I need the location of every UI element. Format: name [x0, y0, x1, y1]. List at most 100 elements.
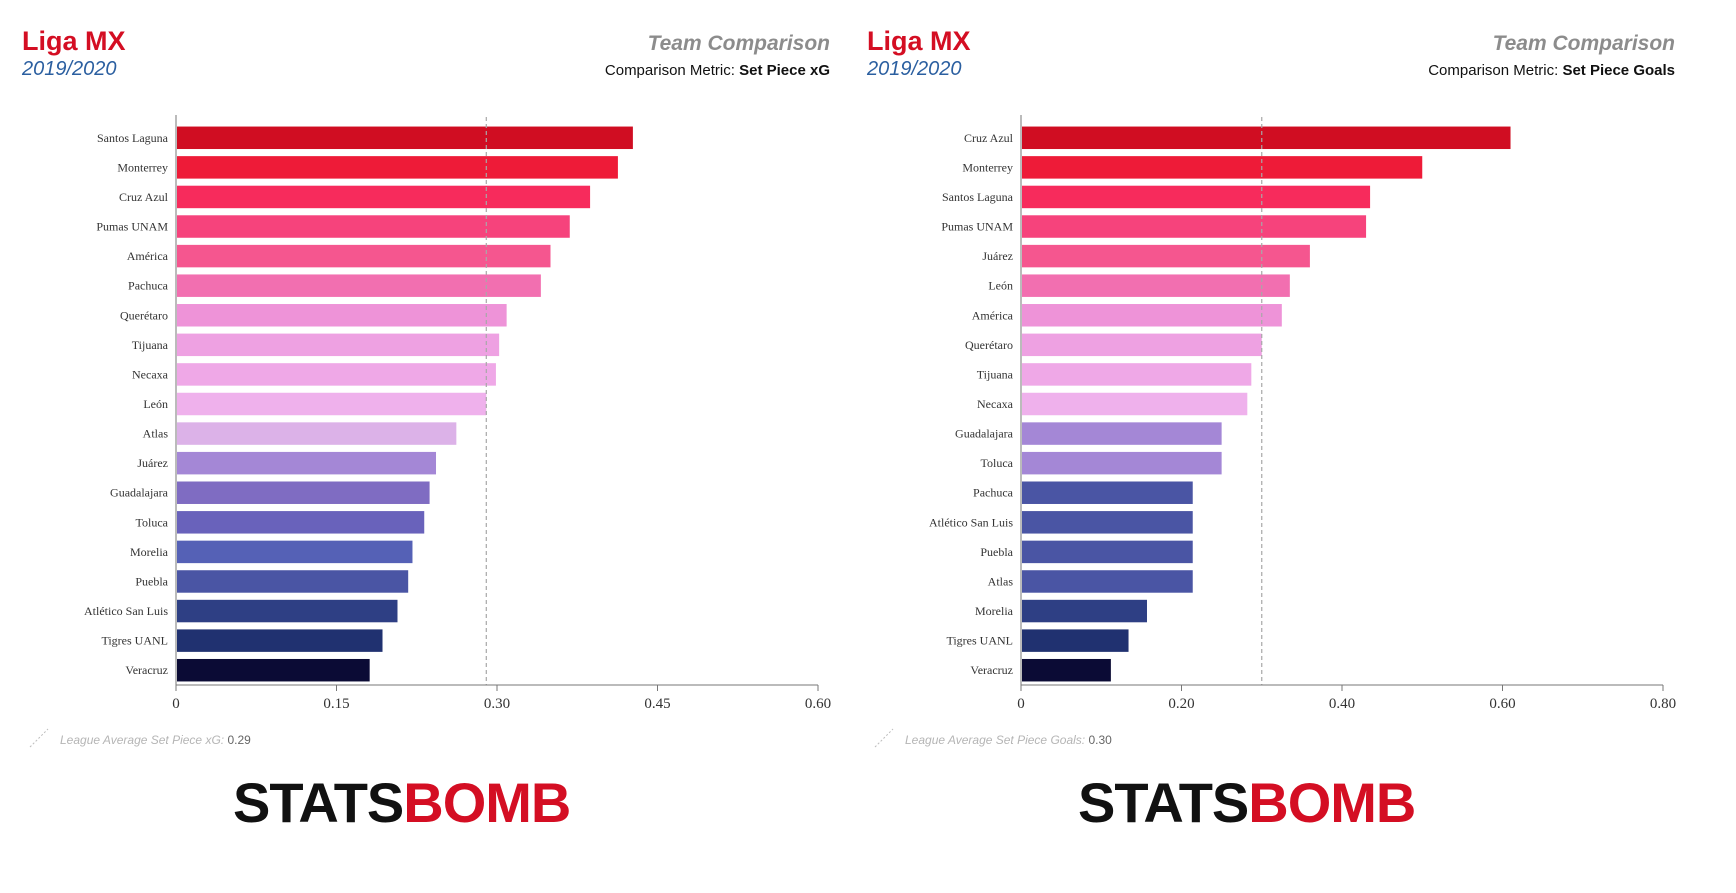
bar: [1022, 481, 1193, 504]
category-label: Puebla: [135, 574, 168, 588]
category-label: Veracruz: [125, 663, 168, 677]
bar: [177, 540, 413, 564]
bar: [1022, 244, 1310, 268]
metric-name: Set Piece xG: [739, 62, 830, 79]
category-label: Guadalajara: [110, 486, 169, 500]
x-tick-label: 0.20: [1168, 696, 1194, 712]
comparison-metric: Comparison Metric: Set Piece xG: [605, 62, 830, 79]
x-tick-label: 0.80: [1650, 696, 1676, 712]
bar: [177, 392, 487, 416]
category-label: Atlas: [988, 574, 1014, 588]
average-value: 0.29: [227, 733, 251, 747]
category-label: Necaxa: [132, 367, 169, 381]
bar: [177, 333, 500, 357]
chart-panel-set-piece-goals: Liga MX 2019/2020 Team Comparison Compar…: [845, 0, 1685, 893]
bar: [177, 304, 507, 327]
category-label: Tijuana: [132, 338, 169, 352]
category-label: Pachuca: [973, 486, 1014, 500]
bar: [177, 126, 633, 150]
x-tick-label: 0.40: [1329, 696, 1355, 712]
x-tick-label: 0.15: [323, 696, 349, 712]
bar: [1022, 363, 1252, 386]
category-label: Tigres UANL: [101, 634, 168, 648]
category-label: Santos Laguna: [97, 131, 169, 145]
category-label: Juárez: [982, 249, 1013, 263]
bar: [177, 156, 618, 179]
bar: [1022, 658, 1111, 682]
category-label: Querétaro: [120, 308, 168, 322]
x-tick-label: 0.60: [805, 696, 831, 712]
category-label: Cruz Azul: [964, 131, 1014, 145]
comparison-title: Team Comparison: [647, 32, 830, 55]
category-label: Pumas UNAM: [941, 220, 1013, 234]
bar: [177, 185, 591, 209]
comparison-metric: Comparison Metric: Set Piece Goals: [1428, 62, 1675, 79]
bar-chart-svg: Santos Laguna Monterrey Cruz Azul Pumas UNA…: [84, 115, 831, 712]
season-label: 2019/2020: [867, 58, 962, 80]
bar: [1022, 126, 1511, 150]
x-tick-label: 0.60: [1489, 696, 1515, 712]
category-label: Cruz Azul: [119, 190, 169, 204]
bar: [177, 570, 409, 593]
bar-chart-svg: Cruz Azul Monterrey Santos Laguna Pumas UNA…: [929, 115, 1676, 712]
bar: [177, 274, 541, 297]
category-label: Guadalajara: [955, 427, 1014, 441]
category-label: Atlético San Luis: [84, 604, 168, 618]
category-label: Necaxa: [977, 397, 1014, 411]
bar: [177, 511, 425, 534]
category-label: Santos Laguna: [942, 190, 1014, 204]
bar: [177, 658, 370, 682]
x-tick-label: 0.30: [484, 696, 510, 712]
bar: [1022, 156, 1423, 179]
average-label: League Average Set Piece Goals:: [905, 733, 1086, 747]
category-label: León: [143, 397, 168, 411]
category-label: Toluca: [981, 456, 1014, 470]
statsbomb-logo: STATSBOMB: [233, 771, 571, 834]
bar: [1022, 451, 1222, 475]
average-line-icon: [29, 728, 49, 748]
category-label: Puebla: [980, 545, 1013, 559]
category-label: Veracruz: [970, 663, 1013, 677]
league-title: Liga MX: [22, 26, 126, 56]
bar: [177, 363, 496, 386]
bar: [177, 422, 457, 445]
category-label: Tijuana: [977, 367, 1014, 381]
bar: [1022, 599, 1147, 623]
bar: [1022, 392, 1248, 416]
metric-name: Set Piece Goals: [1562, 62, 1675, 79]
bar: [177, 481, 430, 504]
comparison-title: Team Comparison: [1492, 32, 1675, 55]
bar: [1022, 274, 1290, 297]
category-label: León: [988, 279, 1013, 293]
x-tick-label: 0: [172, 696, 180, 712]
league-average-note: League Average Set Piece xG: 0.29: [60, 733, 251, 747]
category-label: Monterrey: [117, 160, 168, 174]
average-label: League Average Set Piece xG:: [60, 733, 225, 747]
category-label: Querétaro: [965, 338, 1013, 352]
league-average-note: League Average Set Piece Goals: 0.30: [905, 733, 1112, 747]
bar: [177, 599, 398, 623]
metric-label: Comparison Metric:: [1428, 62, 1559, 79]
category-label: Pumas UNAM: [96, 220, 168, 234]
category-label: Pachuca: [128, 279, 169, 293]
average-line-icon: [874, 728, 894, 748]
bar: [1022, 185, 1371, 209]
bar: [1022, 333, 1262, 357]
x-tick-label: 0: [1017, 696, 1025, 712]
category-label: Toluca: [136, 515, 169, 529]
chart-panel-set-piece-xg: Liga MX 2019/2020 Team Comparison Compar…: [0, 0, 840, 893]
bar: [177, 215, 570, 238]
bar: [177, 451, 437, 475]
category-label: América: [127, 249, 169, 263]
bar: [1022, 540, 1193, 564]
category-label: Atlas: [143, 427, 169, 441]
bar: [1022, 570, 1193, 593]
bar: [1022, 511, 1193, 534]
statsbomb-logo: STATSBOMB: [1078, 771, 1416, 834]
metric-label: Comparison Metric:: [604, 62, 735, 79]
bar: [177, 244, 551, 268]
category-label: Morelia: [975, 604, 1014, 618]
category-label: Atlético San Luis: [929, 515, 1013, 529]
bar: [1022, 422, 1222, 445]
bar: [1022, 304, 1282, 327]
